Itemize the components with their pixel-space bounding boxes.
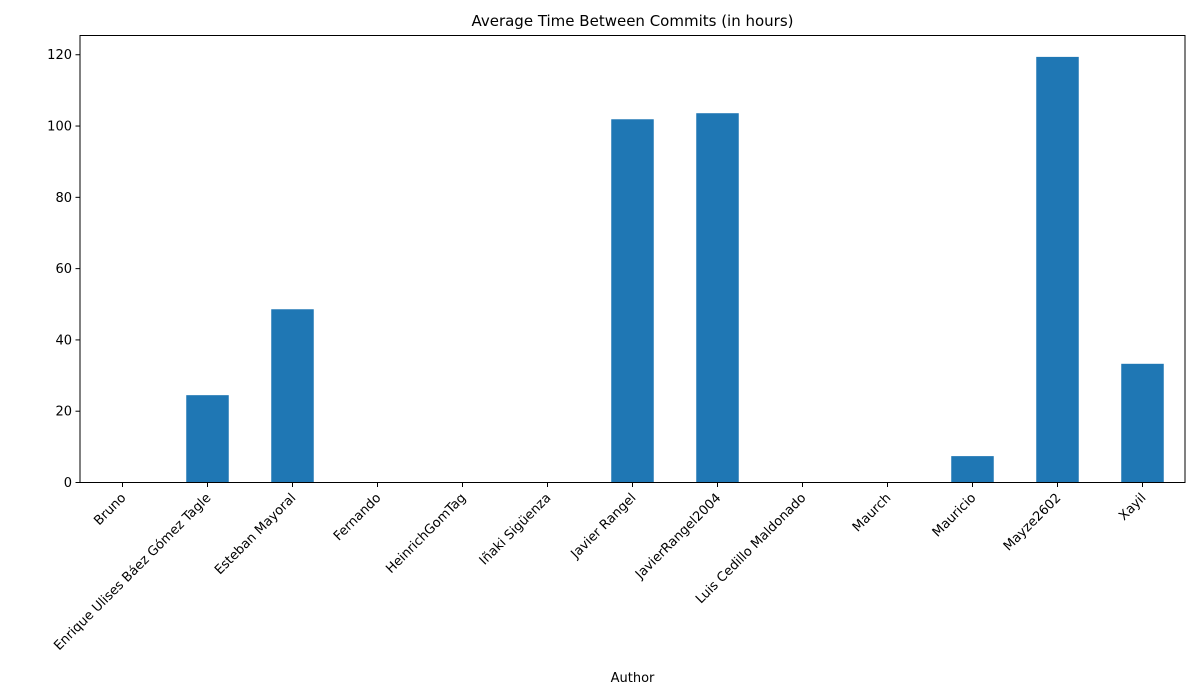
y-tick-label: 40 bbox=[55, 333, 72, 348]
x-tick-label: Esteban Mayoral bbox=[212, 491, 299, 578]
bar-mayze2602 bbox=[1036, 56, 1079, 483]
x-tick-label: HeinrichGomTag bbox=[383, 491, 469, 577]
y-tick-label: 100 bbox=[47, 120, 72, 135]
bars-group bbox=[186, 56, 1164, 483]
y-tick-label: 120 bbox=[47, 48, 72, 63]
x-tick-label: Xayil bbox=[1116, 491, 1149, 524]
plot-frame bbox=[79, 35, 1186, 483]
x-tick-label: JavierRangel2004 bbox=[632, 491, 724, 583]
y-tick-label: 60 bbox=[55, 262, 72, 277]
bar-mauricio bbox=[951, 456, 994, 483]
y-tick-label: 20 bbox=[55, 405, 72, 420]
x-tick-label: Mayze2602 bbox=[1001, 491, 1064, 554]
bar-enrique-ulises-b-ez-g-mez-tagle bbox=[186, 395, 229, 483]
x-axis-label: Author bbox=[611, 671, 655, 686]
chart-title: Average Time Between Commits (in hours) bbox=[471, 12, 793, 30]
x-tick-label: Mauricio bbox=[930, 491, 980, 541]
bar-javierrangel2004 bbox=[696, 113, 739, 483]
y-axis: 0 20 40 60 80 100 120 bbox=[47, 48, 80, 491]
y-tick-label: 80 bbox=[55, 191, 72, 206]
bar-javier-rangel bbox=[611, 119, 654, 483]
x-tick-label: Javier Rangel bbox=[568, 491, 640, 563]
x-tick-label: Enrique Ulises Báez Gómez Tagle bbox=[51, 491, 214, 654]
x-tick-label: Bruno bbox=[91, 491, 129, 529]
x-tick-label: Fernando bbox=[331, 491, 384, 544]
x-tick-label: Iñaki Sigüenza bbox=[477, 491, 555, 569]
y-tick-label: 0 bbox=[64, 476, 72, 491]
x-tick-label: Maurch bbox=[850, 491, 894, 535]
bar-esteban-mayoral bbox=[271, 309, 314, 483]
bar-xayil bbox=[1121, 363, 1164, 483]
